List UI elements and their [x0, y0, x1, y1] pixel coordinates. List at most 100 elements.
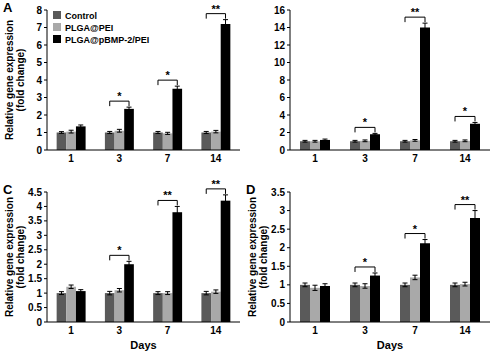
- significance-bracket: *: [355, 116, 375, 132]
- error-bar: [453, 140, 458, 142]
- bar: [153, 133, 163, 151]
- bar: [300, 285, 310, 322]
- error-bar: [373, 133, 378, 135]
- bars: [300, 211, 480, 322]
- error-cap: [59, 291, 64, 292]
- error-bar: [117, 288, 122, 291]
- y-label: Relative gene expression: [4, 197, 15, 317]
- error-bar: [213, 130, 218, 132]
- bar: [57, 293, 67, 322]
- bar: [460, 284, 470, 322]
- bar: [172, 89, 182, 150]
- error-cap: [313, 140, 318, 141]
- error-cap: [223, 194, 228, 195]
- x-tick-label: 7: [165, 325, 171, 336]
- y-tick-label: 3.5: [271, 187, 285, 198]
- error-cap: [303, 140, 308, 141]
- bar: [310, 141, 320, 150]
- error-cap: [473, 122, 478, 123]
- error-cap: [363, 141, 368, 142]
- y-tick: [44, 115, 47, 116]
- error-cap: [463, 282, 468, 283]
- bar: [450, 141, 460, 150]
- bars: [300, 23, 480, 150]
- y-tick-label: 2: [36, 259, 42, 270]
- legend-label: Control: [65, 11, 97, 21]
- error-cap: [413, 141, 418, 142]
- y-tick-label: 10: [274, 57, 286, 68]
- error-cap: [403, 140, 408, 141]
- bar: [420, 243, 430, 322]
- y-tick-label: 3.5: [28, 215, 42, 226]
- error-cap: [59, 294, 64, 295]
- legend: ControlPLGA@PEIPLGA@pBMP-2/PEI: [53, 11, 149, 45]
- error-bar: [423, 240, 428, 247]
- bar: [470, 218, 480, 322]
- error-cap: [453, 140, 458, 141]
- significance-label: *: [363, 256, 368, 268]
- error-cap: [303, 283, 308, 284]
- y-axis: [290, 192, 291, 322]
- figure: 01234567813714Relative gene expression(f…: [0, 0, 500, 357]
- error-stem: [225, 20, 226, 29]
- x-tick-label: 1: [68, 153, 74, 164]
- y-label: (fold change): [15, 226, 26, 289]
- error-bar: [363, 284, 368, 288]
- error-cap: [175, 86, 180, 87]
- error-cap: [313, 142, 318, 143]
- panel: 00.511.522.533.513714DaysRelative gene e…: [246, 182, 490, 351]
- error-stem: [355, 283, 356, 287]
- error-stem: [375, 273, 376, 278]
- error-cap: [175, 206, 180, 207]
- bar: [66, 132, 76, 150]
- y-tick-label: 5: [36, 57, 42, 68]
- y-tick-label: 3: [279, 205, 285, 216]
- y-tick: [44, 27, 47, 28]
- bar: [350, 285, 360, 322]
- bar: [105, 133, 115, 151]
- error-cap: [323, 283, 328, 284]
- bar: [410, 140, 420, 150]
- x-tick-label: 1: [312, 153, 318, 164]
- error-cap: [175, 91, 180, 92]
- x-tick-label: 14: [210, 325, 222, 336]
- error-cap: [463, 139, 468, 140]
- error-cap: [413, 279, 418, 280]
- error-cap: [403, 142, 408, 143]
- panel-label: A: [3, 0, 13, 15]
- error-cap: [59, 131, 64, 132]
- error-bar: [175, 206, 180, 218]
- error-cap: [127, 107, 132, 108]
- y-label: (fold change): [15, 49, 26, 112]
- y-tick-label: 0.5: [271, 298, 285, 309]
- x-axis: [47, 322, 240, 323]
- significance-label: *: [165, 69, 170, 81]
- error-cap: [69, 133, 74, 134]
- significance-bracket: *: [405, 223, 425, 239]
- significance-label: **: [212, 178, 221, 190]
- y-tick: [287, 247, 290, 248]
- y-tick: [287, 192, 290, 193]
- x-tick-label: 7: [412, 325, 418, 336]
- y-tick-label: 6: [36, 40, 42, 51]
- y-tick: [44, 10, 47, 11]
- error-cap: [69, 130, 74, 131]
- y-tick: [287, 284, 290, 285]
- error-stem: [465, 282, 466, 286]
- error-bar: [107, 131, 112, 133]
- error-bar: [473, 122, 478, 125]
- error-bar: [223, 195, 228, 207]
- y-tick-label: 16: [274, 5, 286, 16]
- y-tick-label: 8: [36, 5, 42, 16]
- bar: [211, 132, 221, 150]
- error-cap: [473, 225, 478, 226]
- y-tick: [44, 278, 47, 279]
- error-cap: [117, 132, 122, 133]
- error-cap: [69, 288, 74, 289]
- error-bar: [213, 290, 218, 293]
- y-tick: [44, 264, 47, 265]
- y-tick: [44, 45, 47, 46]
- error-cap: [453, 142, 458, 143]
- error-cap: [303, 286, 308, 287]
- error-cap: [107, 133, 112, 134]
